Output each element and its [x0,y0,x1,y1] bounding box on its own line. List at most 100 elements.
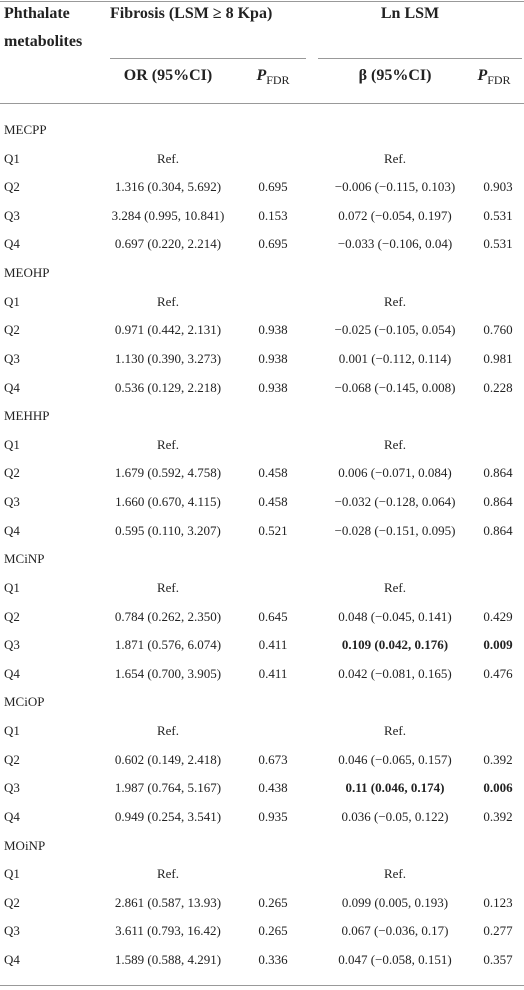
p-subscript: FDR [266,73,290,88]
header-cell: β (95%CI) [358,67,432,84]
or-cell: 1.987 (0.764, 5.167) [114,780,222,796]
beta-cell: Ref. [383,293,407,309]
rule [0,985,524,986]
group-name: MCiNP [4,551,45,567]
row-label: Q4 [4,665,20,681]
header-cell: PFDR [477,66,510,90]
or-cell: Ref. [156,723,180,739]
header-cell: Phthalate [4,5,70,22]
p-symbol: P [256,67,267,84]
row-label: Q4 [4,379,20,395]
beta-cell: −0.006 (−0.115, 0.103) [334,179,456,195]
row-label: Q2 [4,894,20,910]
or-cell: 1.589 (0.588, 4.291) [114,951,222,967]
p-cell: 0.531 [483,207,513,223]
beta-cell: 0.036 (−0.05, 0.122) [341,808,449,824]
header-cell: PFDR [256,66,289,90]
row-label: Q3 [4,923,20,939]
p-cell: 0.695 [258,236,288,252]
p-cell: 0.458 [258,494,288,510]
or-cell: Ref. [156,866,180,882]
or-cell: 0.595 (0.110, 3.207) [115,522,221,538]
row-label: Q1 [4,723,20,739]
or-cell: 0.602 (0.149, 2.418) [114,751,222,767]
p-cell: 0.438 [258,780,288,796]
beta-cell: 0.109 (0.042, 0.176) [341,637,449,653]
beta-cell: 0.067 (−0.036, 0.17) [341,923,449,939]
row-label: Q3 [4,350,20,366]
row-label: Q1 [4,150,20,166]
row-label: Q1 [4,293,20,309]
row-label: Q2 [4,751,20,767]
p-cell: 0.935 [258,808,288,824]
p-cell: 0.123 [483,894,513,910]
or-cell: 3.284 (0.995, 10.841) [111,207,225,223]
p-cell: 0.864 [483,522,513,538]
p-cell: 0.695 [258,179,288,195]
header-cell: Fibrosis (LSM ≥ 8 Kpa) [110,5,273,22]
beta-cell: Ref. [383,723,407,739]
row-label: Q1 [4,866,20,882]
group-name: MOiNP [4,837,46,853]
or-cell: 1.679 (0.592, 4.758) [114,465,222,481]
rule [0,1,524,2]
header-cell: OR (95%CI) [123,67,213,84]
or-cell: 0.697 (0.220, 2.214) [114,236,222,252]
row-label: Q2 [4,322,20,338]
group-name: MEHHP [4,408,50,424]
p-cell: 0.429 [483,608,513,624]
p-cell: 0.006 [483,780,513,796]
header-cell: metabolites [4,33,83,50]
row-label: Q3 [4,207,20,223]
or-cell: 1.654 (0.700, 3.905) [114,665,222,681]
beta-cell: 0.047 (−0.058, 0.151) [338,951,452,967]
beta-cell: −0.068 (−0.145, 0.008) [334,379,456,395]
p-cell: 0.981 [483,350,513,366]
row-label: Q4 [4,522,20,538]
p-cell: 0.938 [258,379,288,395]
row-label: Q4 [4,808,20,824]
p-cell: 0.009 [483,637,513,653]
row-label: Q2 [4,465,20,481]
or-cell: 2.861 (0.587, 13.93) [114,894,222,910]
p-symbol: P [477,67,488,84]
p-cell: 0.521 [258,522,288,538]
row-label: Q3 [4,780,20,796]
p-cell: 0.153 [258,207,288,223]
beta-cell: Ref. [383,866,407,882]
beta-cell: 0.046 (−0.065, 0.157) [338,751,452,767]
p-cell: 0.392 [483,808,513,824]
beta-cell: 0.099 (0.005, 0.193) [341,894,449,910]
beta-cell: −0.032 (−0.128, 0.064) [334,494,456,510]
p-cell: 0.673 [258,751,288,767]
row-label: Q1 [4,579,20,595]
p-cell: 0.228 [483,379,513,395]
beta-cell: −0.025 (−0.105, 0.054) [334,322,456,338]
or-cell: 0.536 (0.129, 2.218) [114,379,222,395]
p-cell: 0.864 [483,465,513,481]
group-name: MCiOP [4,694,45,710]
p-cell: 0.864 [483,494,513,510]
p-cell: 0.645 [258,608,288,624]
row-label: Q3 [4,494,20,510]
rule [318,58,522,59]
row-label: Q2 [4,608,20,624]
p-cell: 0.265 [258,894,288,910]
or-cell: 1.660 (0.670, 4.115) [115,494,221,510]
p-subscript: FDR [487,73,511,88]
p-cell: 0.476 [483,665,513,681]
p-cell: 0.531 [483,236,513,252]
p-cell: 0.938 [258,322,288,338]
rule [110,58,306,59]
beta-cell: 0.042 (−0.081, 0.165) [338,665,452,681]
row-label: Q1 [4,436,20,452]
group-name: MEOHP [4,265,50,281]
or-cell: Ref. [156,579,180,595]
or-cell: 0.784 (0.262, 2.350) [114,608,222,624]
p-cell: 0.392 [483,751,513,767]
beta-cell: 0.001 (−0.112, 0.114) [338,350,452,366]
or-cell: 3.611 (0.793, 16.42) [115,923,221,939]
p-cell: 0.336 [258,951,288,967]
row-label: Q3 [4,637,20,653]
row-label: Q4 [4,951,20,967]
